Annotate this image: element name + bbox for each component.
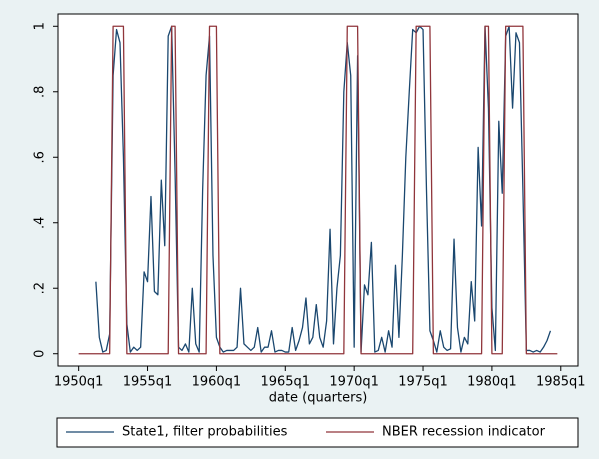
x-axis-title: date (quarters) bbox=[269, 391, 368, 406]
legend-box bbox=[56, 417, 579, 448]
x-tick-label: 1980q1 bbox=[467, 375, 517, 390]
y-tick-label: 0 bbox=[33, 350, 48, 358]
plot-area bbox=[57, 13, 579, 367]
x-tick-label: 1970q1 bbox=[329, 375, 379, 390]
x-tick-label: 1955q1 bbox=[123, 375, 173, 390]
y-tick-label: .2 bbox=[33, 282, 48, 294]
x-tick-label: 1975q1 bbox=[398, 375, 448, 390]
legend-label: NBER recession indicator bbox=[382, 425, 546, 440]
y-tick-label: .6 bbox=[33, 151, 48, 163]
x-tick-label: 1950q1 bbox=[54, 375, 104, 390]
x-tick-label: 1960q1 bbox=[192, 375, 242, 390]
y-tick-label: 1 bbox=[33, 22, 48, 30]
legend-label: State1, filter probabilities bbox=[122, 425, 288, 440]
x-tick-label: 1985q1 bbox=[536, 375, 586, 390]
y-tick-label: .8 bbox=[33, 86, 48, 98]
x-tick-label: 1965q1 bbox=[260, 375, 310, 390]
series-line bbox=[78, 25, 558, 355]
y-tick-label: .4 bbox=[33, 217, 48, 229]
